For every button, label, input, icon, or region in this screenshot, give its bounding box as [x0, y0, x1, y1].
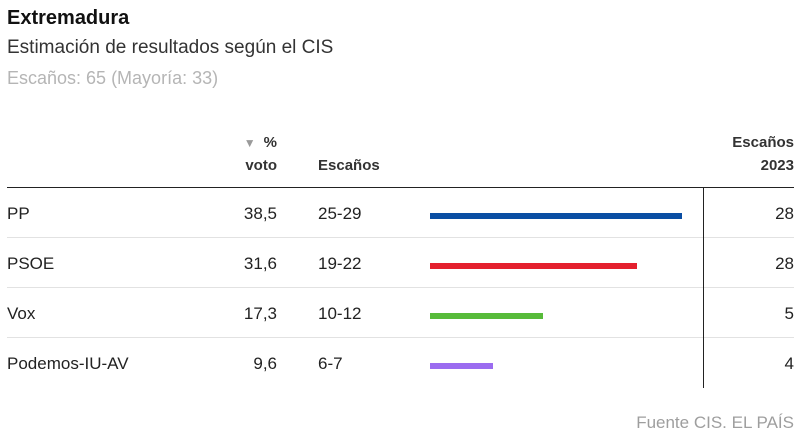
- column-header-seats: Escaños: [318, 157, 380, 174]
- column-header-pct-label: %: [263, 134, 277, 151]
- header-divider: [7, 187, 794, 188]
- table-row: PP 38,5 25-29 28: [7, 188, 794, 238]
- table-row: Podemos-IU-AV 9,6 6-7 4: [7, 338, 794, 388]
- seats-2023: 28: [775, 254, 794, 273]
- vote-bar: [430, 363, 493, 369]
- vote-percent: 31,6: [243, 254, 277, 273]
- seat-range: 6-7: [318, 354, 343, 373]
- table-row: PSOE 31,6 19-22 28: [7, 238, 794, 288]
- chart-subtitle: Estimación de resultados según el CIS: [7, 37, 334, 58]
- vote-percent: 38,5: [243, 204, 277, 223]
- seat-range: 10-12: [318, 304, 362, 323]
- chart-title: Extremadura: [7, 7, 130, 29]
- vote-bar: [430, 313, 543, 319]
- party-name: PP: [7, 204, 30, 223]
- row-divider: [7, 337, 794, 338]
- vote-bar: [430, 213, 682, 219]
- party-name: Vox: [7, 304, 36, 323]
- column-header-seats-2023: Escaños: [732, 134, 794, 151]
- vote-percent: 17,3: [243, 304, 277, 323]
- seat-range: 19-22: [318, 254, 362, 273]
- source-credit: Fuente CIS. EL PAÍS: [636, 413, 794, 432]
- vote-bar: [430, 263, 637, 269]
- seats-note: Escaños: 65 (Mayoría: 33): [7, 68, 219, 88]
- table-row: Vox 17,3 10-12 5: [7, 288, 794, 338]
- party-name: PSOE: [7, 254, 55, 273]
- seats-2023-divider: [703, 188, 704, 388]
- seats-2023: 4: [784, 354, 794, 373]
- column-header-year-2023: 2023: [760, 157, 794, 174]
- seats-2023: 28: [775, 204, 794, 223]
- seat-range: 25-29: [318, 204, 362, 223]
- seats-2023: 5: [784, 304, 794, 323]
- column-header-voto: voto: [245, 157, 277, 174]
- party-name: Podemos-IU-AV: [7, 354, 129, 373]
- vote-percent: 9,6: [253, 354, 277, 373]
- column-header-pct[interactable]: ▼%: [200, 134, 277, 151]
- row-divider: [7, 237, 794, 238]
- row-divider: [7, 287, 794, 288]
- sort-down-icon: ▼: [243, 136, 256, 150]
